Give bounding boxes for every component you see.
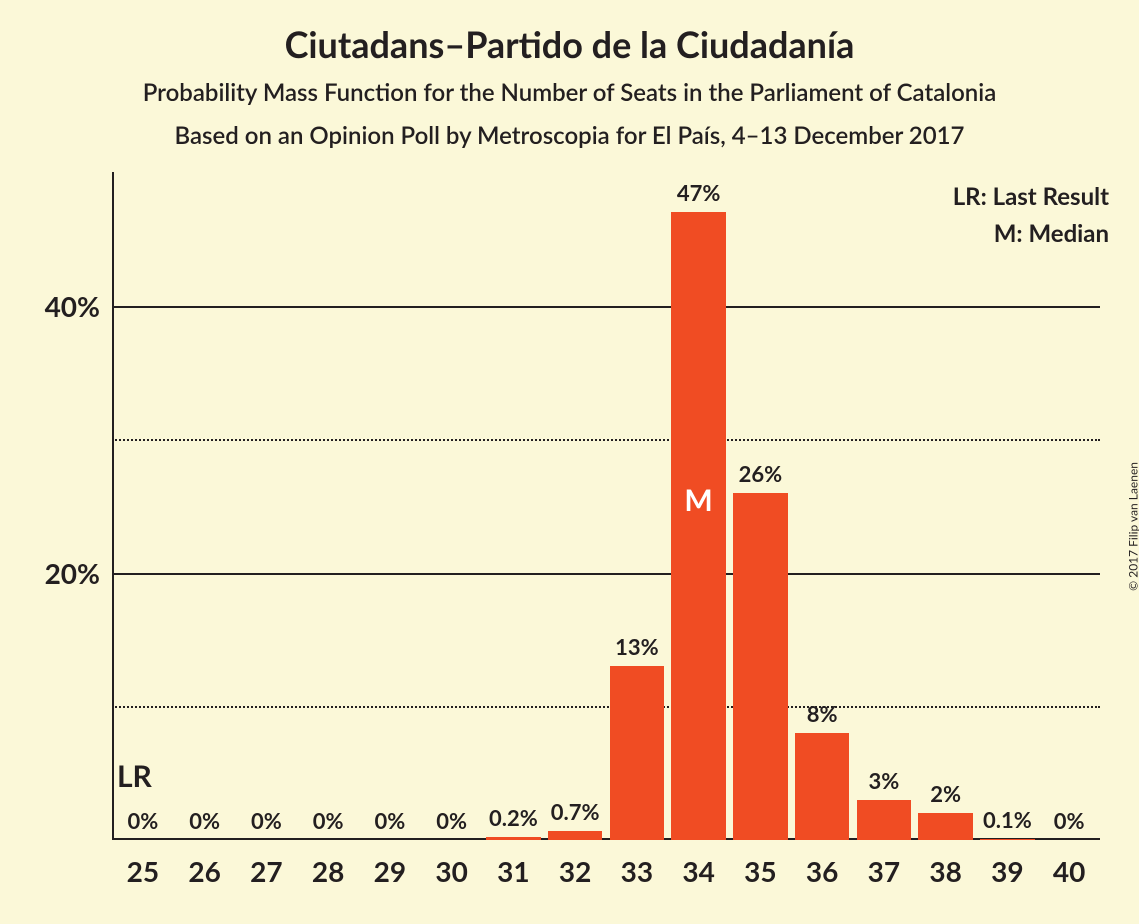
bar-value-label: 0.1%	[983, 806, 1032, 833]
x-tick-label: 25	[112, 854, 174, 888]
plot-area: 0%0%0%0%0%0%0.2%0.7%13%47%M26%8%3%2%0.1%…	[112, 172, 1100, 840]
x-tick-label: 34	[668, 854, 730, 888]
bar: 3%	[857, 800, 911, 840]
bar: 8%	[795, 733, 849, 840]
chart-subtitle-2: Based on an Opinion Poll by Metroscopia …	[0, 121, 1139, 150]
copyright: © 2017 Filip van Laenen	[1126, 462, 1139, 591]
legend-lr: LR: Last Result	[953, 182, 1109, 211]
bar-slot: 0%	[112, 172, 174, 840]
x-tick-label: 29	[359, 854, 421, 888]
x-axis-labels: 25262728293031323334353637383940	[112, 854, 1100, 888]
x-tick-label: 38	[915, 854, 977, 888]
bar-value-label: 8%	[807, 700, 838, 727]
chart-subtitle-1: Probability Mass Function for the Number…	[0, 78, 1139, 107]
bar-value-label: 2%	[930, 780, 961, 807]
bar: 2%	[918, 813, 972, 840]
legend: LR: Last Result M: Median	[953, 182, 1109, 248]
bar-slot: 0%	[297, 172, 359, 840]
x-tick-label: 35	[730, 854, 792, 888]
bar-slot: 0.2%	[483, 172, 545, 840]
last-result-marker: LR	[117, 758, 152, 794]
x-tick-label: 32	[544, 854, 606, 888]
bar-value-label: 0%	[313, 807, 344, 834]
bar-slot: 26%	[730, 172, 792, 840]
x-tick-label: 28	[297, 854, 359, 888]
bar-slot: 0.1%	[977, 172, 1039, 840]
bar: 47%M	[671, 212, 725, 840]
y-tick-label: 40%	[45, 289, 100, 323]
x-tick-label: 33	[606, 854, 668, 888]
bar-value-label: 3%	[868, 767, 899, 794]
bar: 0.7%	[548, 831, 602, 840]
bar-slot: 8%	[791, 172, 853, 840]
bar-slot: 0%	[421, 172, 483, 840]
x-tick-label: 26	[174, 854, 236, 888]
bar-value-label: 0%	[251, 807, 282, 834]
bar-value-label: 0%	[436, 807, 467, 834]
bar-slot: 2%	[915, 172, 977, 840]
bar-value-label: 0%	[1054, 807, 1085, 834]
x-tick-label: 27	[236, 854, 298, 888]
bar: 13%	[610, 666, 664, 840]
x-tick-label: 37	[853, 854, 915, 888]
bar-value-label: 0%	[374, 807, 405, 834]
chart-title: Ciutadans–Partido de la Ciudadanía	[0, 0, 1139, 66]
bar-value-label: 13%	[615, 633, 659, 660]
bar: 0.1%	[980, 839, 1034, 840]
pmf-chart: Ciutadans–Partido de la Ciudadanía Proba…	[0, 0, 1139, 924]
bar-slot: 0%	[1038, 172, 1100, 840]
bar-value-label: 0.7%	[551, 798, 600, 825]
bar-value-label: 0.2%	[489, 804, 538, 831]
y-tick-label: 20%	[45, 556, 100, 590]
x-tick-label: 31	[483, 854, 545, 888]
bar-slot: 13%	[606, 172, 668, 840]
legend-m: M: Median	[953, 219, 1109, 248]
median-marker: M	[684, 482, 712, 518]
bar-value-label: 26%	[739, 460, 783, 487]
bar-value-label: 0%	[189, 807, 220, 834]
bar-slot: 0%	[174, 172, 236, 840]
x-tick-label: 36	[791, 854, 853, 888]
x-tick-label: 39	[977, 854, 1039, 888]
x-tick-label: 40	[1038, 854, 1100, 888]
bar-value-label: 0%	[127, 807, 158, 834]
bar-slot: 0%	[236, 172, 298, 840]
bar-slot: 47% M	[668, 172, 730, 840]
bars: 0%0%0%0%0%0%0.2%0.7%13%47%M26%8%3%2%0.1%…	[112, 172, 1100, 840]
bar-value-label: 47%	[677, 179, 721, 206]
bar: 26%	[733, 493, 787, 840]
bar-slot: 0.7%	[544, 172, 606, 840]
x-tick-label: 30	[421, 854, 483, 888]
bar: 0.2%	[486, 837, 540, 840]
bar-slot: 3%	[853, 172, 915, 840]
bar-slot: 0%	[359, 172, 421, 840]
